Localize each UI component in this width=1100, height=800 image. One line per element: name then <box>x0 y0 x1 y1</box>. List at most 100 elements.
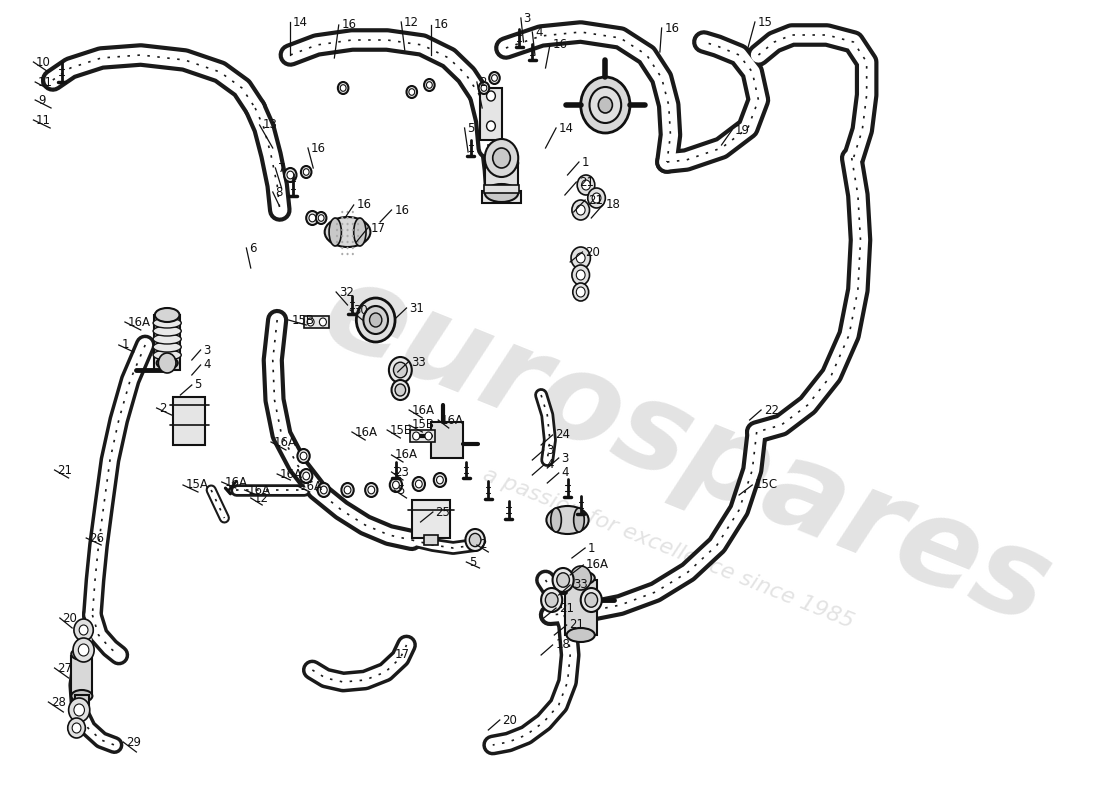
Circle shape <box>470 534 481 546</box>
Circle shape <box>358 229 360 231</box>
Text: 18: 18 <box>556 638 570 651</box>
Text: 21: 21 <box>559 602 574 614</box>
Text: 1: 1 <box>121 338 129 351</box>
Text: 16A: 16A <box>300 479 323 493</box>
Bar <box>410 430 435 442</box>
Text: 16: 16 <box>394 203 409 217</box>
Text: 16: 16 <box>356 198 372 211</box>
Circle shape <box>358 235 360 238</box>
Text: 4: 4 <box>561 466 569 479</box>
Text: 16A: 16A <box>354 426 377 438</box>
Circle shape <box>341 253 343 255</box>
Text: 16: 16 <box>433 18 449 31</box>
Circle shape <box>341 229 343 231</box>
Circle shape <box>68 698 90 722</box>
Circle shape <box>341 235 343 238</box>
Text: 5: 5 <box>195 378 201 391</box>
Circle shape <box>571 247 591 269</box>
Circle shape <box>492 74 497 82</box>
Circle shape <box>74 619 94 641</box>
Circle shape <box>346 229 349 231</box>
Bar <box>481 88 502 140</box>
Ellipse shape <box>155 308 179 322</box>
Circle shape <box>393 481 399 489</box>
Circle shape <box>346 253 349 255</box>
Bar <box>411 500 451 538</box>
Ellipse shape <box>485 184 518 202</box>
Text: 5: 5 <box>397 483 404 497</box>
Text: 17: 17 <box>371 222 385 234</box>
Circle shape <box>336 222 338 226</box>
Text: 15B: 15B <box>292 314 315 326</box>
Text: 14: 14 <box>559 122 574 134</box>
Circle shape <box>585 593 597 607</box>
Circle shape <box>493 148 510 168</box>
Ellipse shape <box>153 318 182 328</box>
Bar <box>75 695 89 711</box>
Circle shape <box>318 214 324 222</box>
Circle shape <box>287 171 294 179</box>
Bar <box>482 191 521 203</box>
Circle shape <box>557 573 570 587</box>
Circle shape <box>389 478 403 492</box>
Circle shape <box>598 97 613 113</box>
Ellipse shape <box>72 690 92 702</box>
Circle shape <box>409 89 415 95</box>
Circle shape <box>341 210 343 214</box>
Circle shape <box>352 210 354 214</box>
Circle shape <box>578 175 595 195</box>
Circle shape <box>78 644 89 656</box>
Text: 16A: 16A <box>224 475 248 489</box>
Circle shape <box>581 588 602 612</box>
Text: 19: 19 <box>735 123 750 137</box>
Text: 15B: 15B <box>411 418 434 431</box>
Text: 1: 1 <box>582 155 590 169</box>
Bar <box>485 161 518 193</box>
Circle shape <box>416 480 422 488</box>
Ellipse shape <box>324 217 371 247</box>
Ellipse shape <box>485 154 518 172</box>
Text: 13: 13 <box>262 118 277 131</box>
Circle shape <box>352 229 354 231</box>
Circle shape <box>297 449 310 463</box>
Text: 11: 11 <box>37 75 53 89</box>
Circle shape <box>582 180 591 190</box>
Circle shape <box>427 82 432 88</box>
Circle shape <box>346 235 349 238</box>
Text: 33: 33 <box>573 578 587 591</box>
Text: 3: 3 <box>547 443 553 457</box>
Text: 26: 26 <box>89 531 103 545</box>
Circle shape <box>341 241 343 243</box>
Circle shape <box>300 469 312 483</box>
Circle shape <box>346 210 349 214</box>
Text: 2: 2 <box>480 538 487 551</box>
Circle shape <box>478 82 490 94</box>
Circle shape <box>576 253 585 263</box>
Text: 33: 33 <box>411 355 426 369</box>
Circle shape <box>412 477 425 491</box>
Text: 16: 16 <box>341 18 356 31</box>
Text: 16: 16 <box>552 38 568 51</box>
Circle shape <box>486 121 495 131</box>
Circle shape <box>79 625 88 635</box>
Circle shape <box>433 473 447 487</box>
Circle shape <box>307 318 315 326</box>
Text: 31: 31 <box>409 302 424 314</box>
Circle shape <box>352 253 354 255</box>
Circle shape <box>485 139 518 177</box>
Circle shape <box>320 486 327 494</box>
Text: 21: 21 <box>587 194 603 206</box>
Circle shape <box>546 593 558 607</box>
Circle shape <box>425 79 435 91</box>
Circle shape <box>352 235 354 238</box>
Circle shape <box>73 723 81 733</box>
Text: 15A: 15A <box>186 478 209 491</box>
Circle shape <box>358 222 360 226</box>
Text: 4: 4 <box>535 26 542 38</box>
Text: 16A: 16A <box>586 558 609 571</box>
Text: 7: 7 <box>278 162 286 174</box>
Circle shape <box>581 77 630 133</box>
Text: 16A: 16A <box>248 483 271 497</box>
Circle shape <box>592 193 601 203</box>
Text: 21: 21 <box>57 463 73 477</box>
